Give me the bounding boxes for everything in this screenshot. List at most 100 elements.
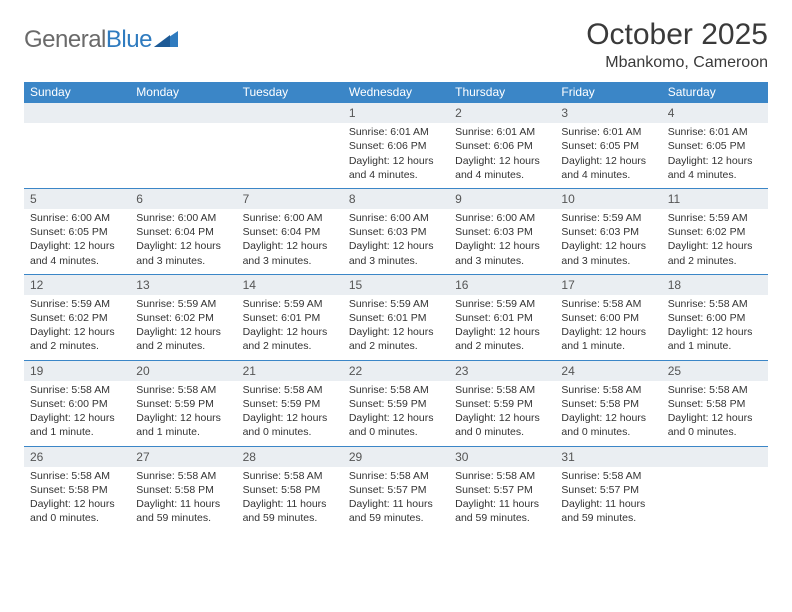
day-number: 25: [662, 361, 768, 381]
day-number: 29: [343, 447, 449, 467]
weekday-header: Thursday: [449, 82, 555, 103]
sunrise-text: Sunrise: 5:59 AM: [455, 297, 549, 311]
daylight-text: Daylight: 11 hours and 59 minutes.: [136, 497, 230, 525]
daylight-text: Daylight: 12 hours and 2 minutes.: [668, 239, 762, 267]
sunset-text: Sunset: 5:59 PM: [136, 397, 230, 411]
logo: GeneralBlue: [24, 18, 180, 54]
day-info: Sunrise: 6:01 AMSunset: 6:05 PMDaylight:…: [662, 123, 768, 188]
sunrise-text: Sunrise: 6:00 AM: [455, 211, 549, 225]
day-number: 12: [24, 275, 130, 295]
sunrise-text: Sunrise: 5:58 AM: [136, 383, 230, 397]
day-number-cell: 3: [555, 103, 661, 124]
sunrise-text: Sunrise: 5:58 AM: [561, 297, 655, 311]
day-number: 18: [662, 275, 768, 295]
sunset-text: Sunset: 5:58 PM: [561, 397, 655, 411]
sunset-text: Sunset: 6:02 PM: [668, 225, 762, 239]
sunset-text: Sunset: 6:00 PM: [668, 311, 762, 325]
day-number-cell: 19: [24, 360, 130, 381]
sunrise-text: Sunrise: 6:01 AM: [455, 125, 549, 139]
weekday-header: Saturday: [662, 82, 768, 103]
month-title: October 2025: [586, 18, 768, 52]
daylight-text: Daylight: 12 hours and 1 minute.: [668, 325, 762, 353]
daylight-text: Daylight: 11 hours and 59 minutes.: [561, 497, 655, 525]
daylight-text: Daylight: 12 hours and 3 minutes.: [136, 239, 230, 267]
sunset-text: Sunset: 6:02 PM: [30, 311, 124, 325]
day-number-cell: 22: [343, 360, 449, 381]
day-info-cell: [237, 123, 343, 188]
sunset-text: Sunset: 5:58 PM: [668, 397, 762, 411]
day-number-cell: 14: [237, 274, 343, 295]
daylight-text: Daylight: 12 hours and 3 minutes.: [349, 239, 443, 267]
day-info: [130, 123, 236, 185]
day-number: 8: [343, 189, 449, 209]
day-number: 19: [24, 361, 130, 381]
day-info-cell: Sunrise: 5:58 AMSunset: 5:57 PMDaylight:…: [555, 467, 661, 532]
daylight-text: Daylight: 12 hours and 2 minutes.: [455, 325, 549, 353]
weekday-header: Tuesday: [237, 82, 343, 103]
sunset-text: Sunset: 5:59 PM: [455, 397, 549, 411]
daylight-text: Daylight: 12 hours and 4 minutes.: [668, 154, 762, 182]
day-number: [662, 447, 768, 464]
sunset-text: Sunset: 6:06 PM: [349, 139, 443, 153]
calendar-table: SundayMondayTuesdayWednesdayThursdayFrid…: [24, 82, 768, 531]
daylight-text: Daylight: 11 hours and 59 minutes.: [455, 497, 549, 525]
daylight-text: Daylight: 12 hours and 2 minutes.: [243, 325, 337, 353]
sunset-text: Sunset: 5:59 PM: [243, 397, 337, 411]
day-info: Sunrise: 5:59 AMSunset: 6:02 PMDaylight:…: [130, 295, 236, 360]
day-info: Sunrise: 5:58 AMSunset: 5:58 PMDaylight:…: [555, 381, 661, 446]
daylight-text: Daylight: 12 hours and 1 minute.: [561, 325, 655, 353]
day-number: 6: [130, 189, 236, 209]
day-number: 1: [343, 103, 449, 123]
sunrise-text: Sunrise: 5:59 AM: [136, 297, 230, 311]
week-daynum-row: 1234: [24, 103, 768, 124]
day-info-cell: Sunrise: 6:00 AMSunset: 6:03 PMDaylight:…: [449, 209, 555, 274]
sunset-text: Sunset: 6:01 PM: [243, 311, 337, 325]
sunrise-text: Sunrise: 6:00 AM: [136, 211, 230, 225]
day-info-cell: Sunrise: 5:58 AMSunset: 5:58 PMDaylight:…: [555, 381, 661, 446]
sunrise-text: Sunrise: 5:59 AM: [349, 297, 443, 311]
day-info-cell: Sunrise: 6:01 AMSunset: 6:05 PMDaylight:…: [662, 123, 768, 188]
day-info: Sunrise: 6:00 AMSunset: 6:03 PMDaylight:…: [449, 209, 555, 274]
sunset-text: Sunset: 5:58 PM: [30, 483, 124, 497]
day-number-cell: 7: [237, 188, 343, 209]
day-info-cell: Sunrise: 5:58 AMSunset: 6:00 PMDaylight:…: [24, 381, 130, 446]
sunset-text: Sunset: 6:04 PM: [243, 225, 337, 239]
day-number-cell: 13: [130, 274, 236, 295]
day-info-cell: Sunrise: 5:58 AMSunset: 6:00 PMDaylight:…: [555, 295, 661, 360]
day-info: Sunrise: 5:58 AMSunset: 6:00 PMDaylight:…: [24, 381, 130, 446]
day-info: Sunrise: 5:58 AMSunset: 5:58 PMDaylight:…: [130, 467, 236, 532]
day-number-cell: 9: [449, 188, 555, 209]
day-info: Sunrise: 6:01 AMSunset: 6:06 PMDaylight:…: [449, 123, 555, 188]
sunset-text: Sunset: 5:58 PM: [243, 483, 337, 497]
sunset-text: Sunset: 6:01 PM: [349, 311, 443, 325]
sunset-text: Sunset: 5:57 PM: [561, 483, 655, 497]
day-info-cell: Sunrise: 6:00 AMSunset: 6:03 PMDaylight:…: [343, 209, 449, 274]
daylight-text: Daylight: 12 hours and 1 minute.: [136, 411, 230, 439]
daylight-text: Daylight: 11 hours and 59 minutes.: [243, 497, 337, 525]
day-info: Sunrise: 6:00 AMSunset: 6:05 PMDaylight:…: [24, 209, 130, 274]
daylight-text: Daylight: 12 hours and 0 minutes.: [243, 411, 337, 439]
sunrise-text: Sunrise: 6:01 AM: [349, 125, 443, 139]
week-info-row: Sunrise: 6:00 AMSunset: 6:05 PMDaylight:…: [24, 209, 768, 274]
day-info-cell: Sunrise: 5:58 AMSunset: 5:58 PMDaylight:…: [130, 467, 236, 532]
week-daynum-row: 262728293031: [24, 446, 768, 467]
day-number-cell: 27: [130, 446, 236, 467]
day-number: 30: [449, 447, 555, 467]
day-info: Sunrise: 6:00 AMSunset: 6:03 PMDaylight:…: [343, 209, 449, 274]
day-number-cell: [662, 446, 768, 467]
day-number: 21: [237, 361, 343, 381]
day-number: [237, 103, 343, 120]
day-info: Sunrise: 5:58 AMSunset: 6:00 PMDaylight:…: [662, 295, 768, 360]
day-number: 27: [130, 447, 236, 467]
sunrise-text: Sunrise: 5:58 AM: [561, 383, 655, 397]
weekday-header: Friday: [555, 82, 661, 103]
day-number-cell: 24: [555, 360, 661, 381]
sunrise-text: Sunrise: 5:58 AM: [455, 383, 549, 397]
day-info-cell: Sunrise: 6:01 AMSunset: 6:06 PMDaylight:…: [449, 123, 555, 188]
day-info-cell: Sunrise: 5:58 AMSunset: 6:00 PMDaylight:…: [662, 295, 768, 360]
sunset-text: Sunset: 6:06 PM: [455, 139, 549, 153]
day-number: 10: [555, 189, 661, 209]
day-number: 14: [237, 275, 343, 295]
logo-word-blue: Blue: [106, 26, 152, 53]
day-number: [130, 103, 236, 120]
